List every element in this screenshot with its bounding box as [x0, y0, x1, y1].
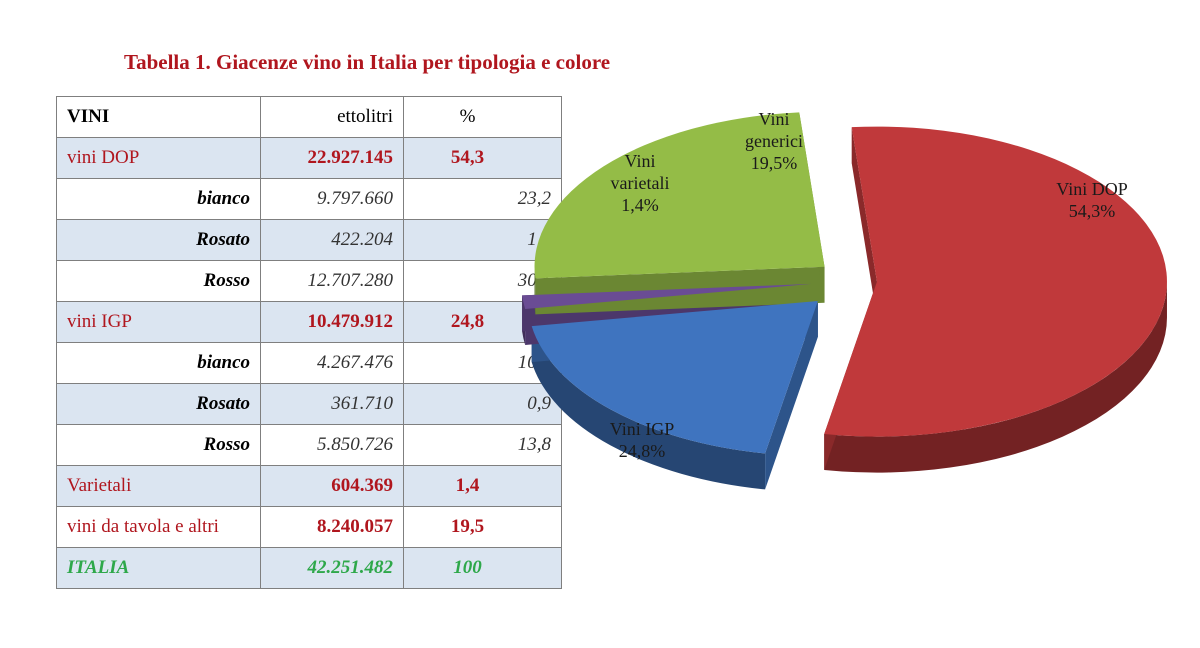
pie-wall-vini-generici — [531, 326, 766, 490]
pie-label-line: 24,8% — [618, 441, 666, 461]
table-row: Varietali 604.369 1,4 — [56, 465, 562, 507]
pie-label-line: Vini — [624, 151, 656, 171]
pie-label-line: generici — [745, 131, 803, 151]
table-row: vini IGP 10.479.912 24,8 — [56, 301, 562, 343]
table-row: ITALIA 42.251.482 100 — [56, 547, 562, 589]
row-label: Varietali — [56, 465, 261, 507]
row-label: vini da tavola e altri — [56, 506, 261, 548]
pie-wall-vini-dop — [824, 281, 1167, 473]
row-ettolitri: 8.240.057 — [260, 506, 404, 548]
row-percent: 1,4 — [403, 465, 562, 507]
header-ettolitri: ettolitri — [260, 96, 404, 138]
table-row: Rosso 12.707.280 30,1 — [56, 260, 562, 302]
table-title: Tabella 1. Giacenze vino in Italia per t… — [124, 50, 611, 74]
row-label: vini IGP — [56, 301, 261, 343]
stock-table: VINI ettolitri % vini DOP 22.927.145 54,3 b… — [56, 96, 562, 589]
row-percent: 1,0 — [403, 219, 562, 261]
pie-slice-vini-igp — [534, 112, 825, 279]
pie-label-vini-varietali: Vini varietali 1,4% — [611, 150, 670, 216]
table-row: vini DOP 22.927.145 54,3 — [56, 137, 562, 179]
pie-label-vini-generici: Vini generici 19,5% — [745, 108, 803, 174]
row-ettolitri: 12.707.280 — [260, 260, 404, 302]
row-ettolitri: 361.710 — [260, 383, 404, 425]
pie-label-line: Vini DOP — [1056, 179, 1128, 199]
table-row: Rosato 361.710 0,9 — [56, 383, 562, 425]
pie-chart — [522, 112, 1167, 490]
pie-label-vini-dop: Vini DOP 54,3% — [1056, 178, 1127, 222]
row-label: vini DOP — [56, 137, 261, 179]
pie-slice-vini-varietali — [522, 283, 812, 309]
pie-slice-vini-generici — [531, 301, 818, 454]
row-label: ITALIA — [56, 547, 261, 589]
row-percent: 19,5 — [403, 506, 562, 548]
table-row: Rosso 5.850.726 13,8 — [56, 424, 562, 466]
table-row: vini da tavola e altri 8.240.057 19,5 — [56, 506, 562, 548]
row-ettolitri: 604.369 — [260, 465, 404, 507]
row-percent: 54,3 — [403, 137, 562, 179]
pie-label-line: 1,4% — [621, 195, 659, 215]
row-percent: 0,9 — [403, 383, 562, 425]
row-ettolitri: 422.204 — [260, 219, 404, 261]
pie-side-vini-generici-0 — [765, 301, 818, 490]
table-header-row: VINI ettolitri % — [56, 96, 562, 138]
row-percent: 23,2 — [403, 178, 562, 220]
row-ettolitri: 9.797.660 — [260, 178, 404, 220]
row-ettolitri: 5.850.726 — [260, 424, 404, 466]
row-ettolitri: 42.251.482 — [260, 547, 404, 589]
pie-side-vini-dop-0 — [851, 127, 877, 318]
pie-label-line: Vini — [758, 109, 790, 129]
row-label: Rosato — [56, 383, 261, 425]
row-label: bianco — [56, 178, 261, 220]
header-vini: VINI — [56, 96, 261, 138]
row-ettolitri: 22.927.145 — [260, 137, 404, 179]
row-label: Rosso — [56, 424, 261, 466]
table-row: bianco 9.797.660 23,2 — [56, 178, 562, 220]
row-label: bianco — [56, 342, 261, 384]
header-percent: % — [403, 96, 562, 138]
pie-label-line: 19,5% — [750, 153, 798, 173]
row-label: Rosso — [56, 260, 261, 302]
row-ettolitri: 10.479.912 — [260, 301, 404, 343]
row-percent: 13,8 — [403, 424, 562, 466]
pie-label-vini-igp: Vini IGP 24,8% — [610, 418, 674, 462]
row-label: Rosato — [56, 219, 261, 261]
row-ettolitri: 4.267.476 — [260, 342, 404, 384]
row-percent: 100 — [403, 547, 562, 589]
pie-label-line: Vini IGP — [609, 419, 675, 439]
pie-label-line: 54,3% — [1068, 201, 1116, 221]
pie-slice-vini-dop — [824, 126, 1167, 437]
pie-label-line: varietali — [610, 173, 670, 193]
